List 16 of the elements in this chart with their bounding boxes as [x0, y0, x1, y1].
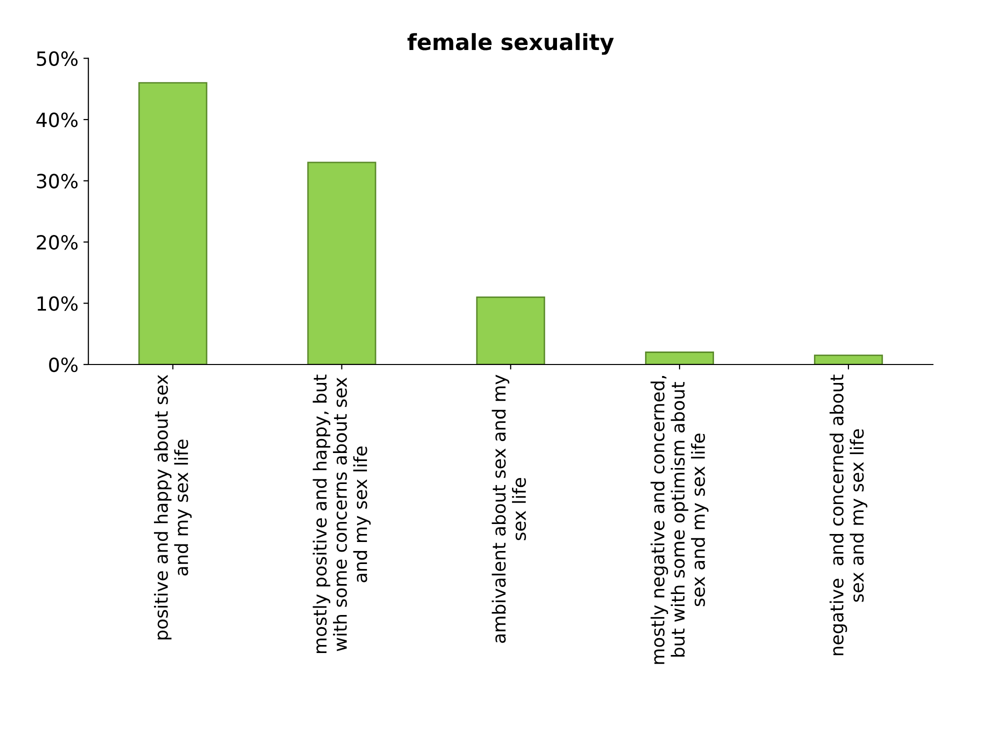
x-tick-label: ambivalent about sex and my sex life — [492, 374, 526, 643]
bar — [476, 296, 546, 364]
y-tick-label: 30% — [36, 174, 78, 188]
y-tick-label: 40% — [36, 112, 78, 128]
chart-title: female sexuality — [408, 33, 614, 55]
y-tick-label: 50% — [36, 51, 78, 66]
bar — [138, 82, 208, 364]
y-tick-label: 20% — [36, 234, 78, 250]
x-tick-label: positive and happy about sex and my sex life — [154, 374, 192, 640]
x-tick-label: negative and concerned about sex and my sex life — [830, 374, 868, 656]
x-tick-label: mostly positive and happy, but with some concerns about sex and my sex life — [312, 374, 371, 653]
bar — [307, 162, 376, 364]
y-tick-label: 0% — [49, 357, 78, 372]
bar — [645, 352, 714, 364]
bar — [814, 354, 883, 364]
y-tick-label: 10% — [38, 296, 78, 311]
